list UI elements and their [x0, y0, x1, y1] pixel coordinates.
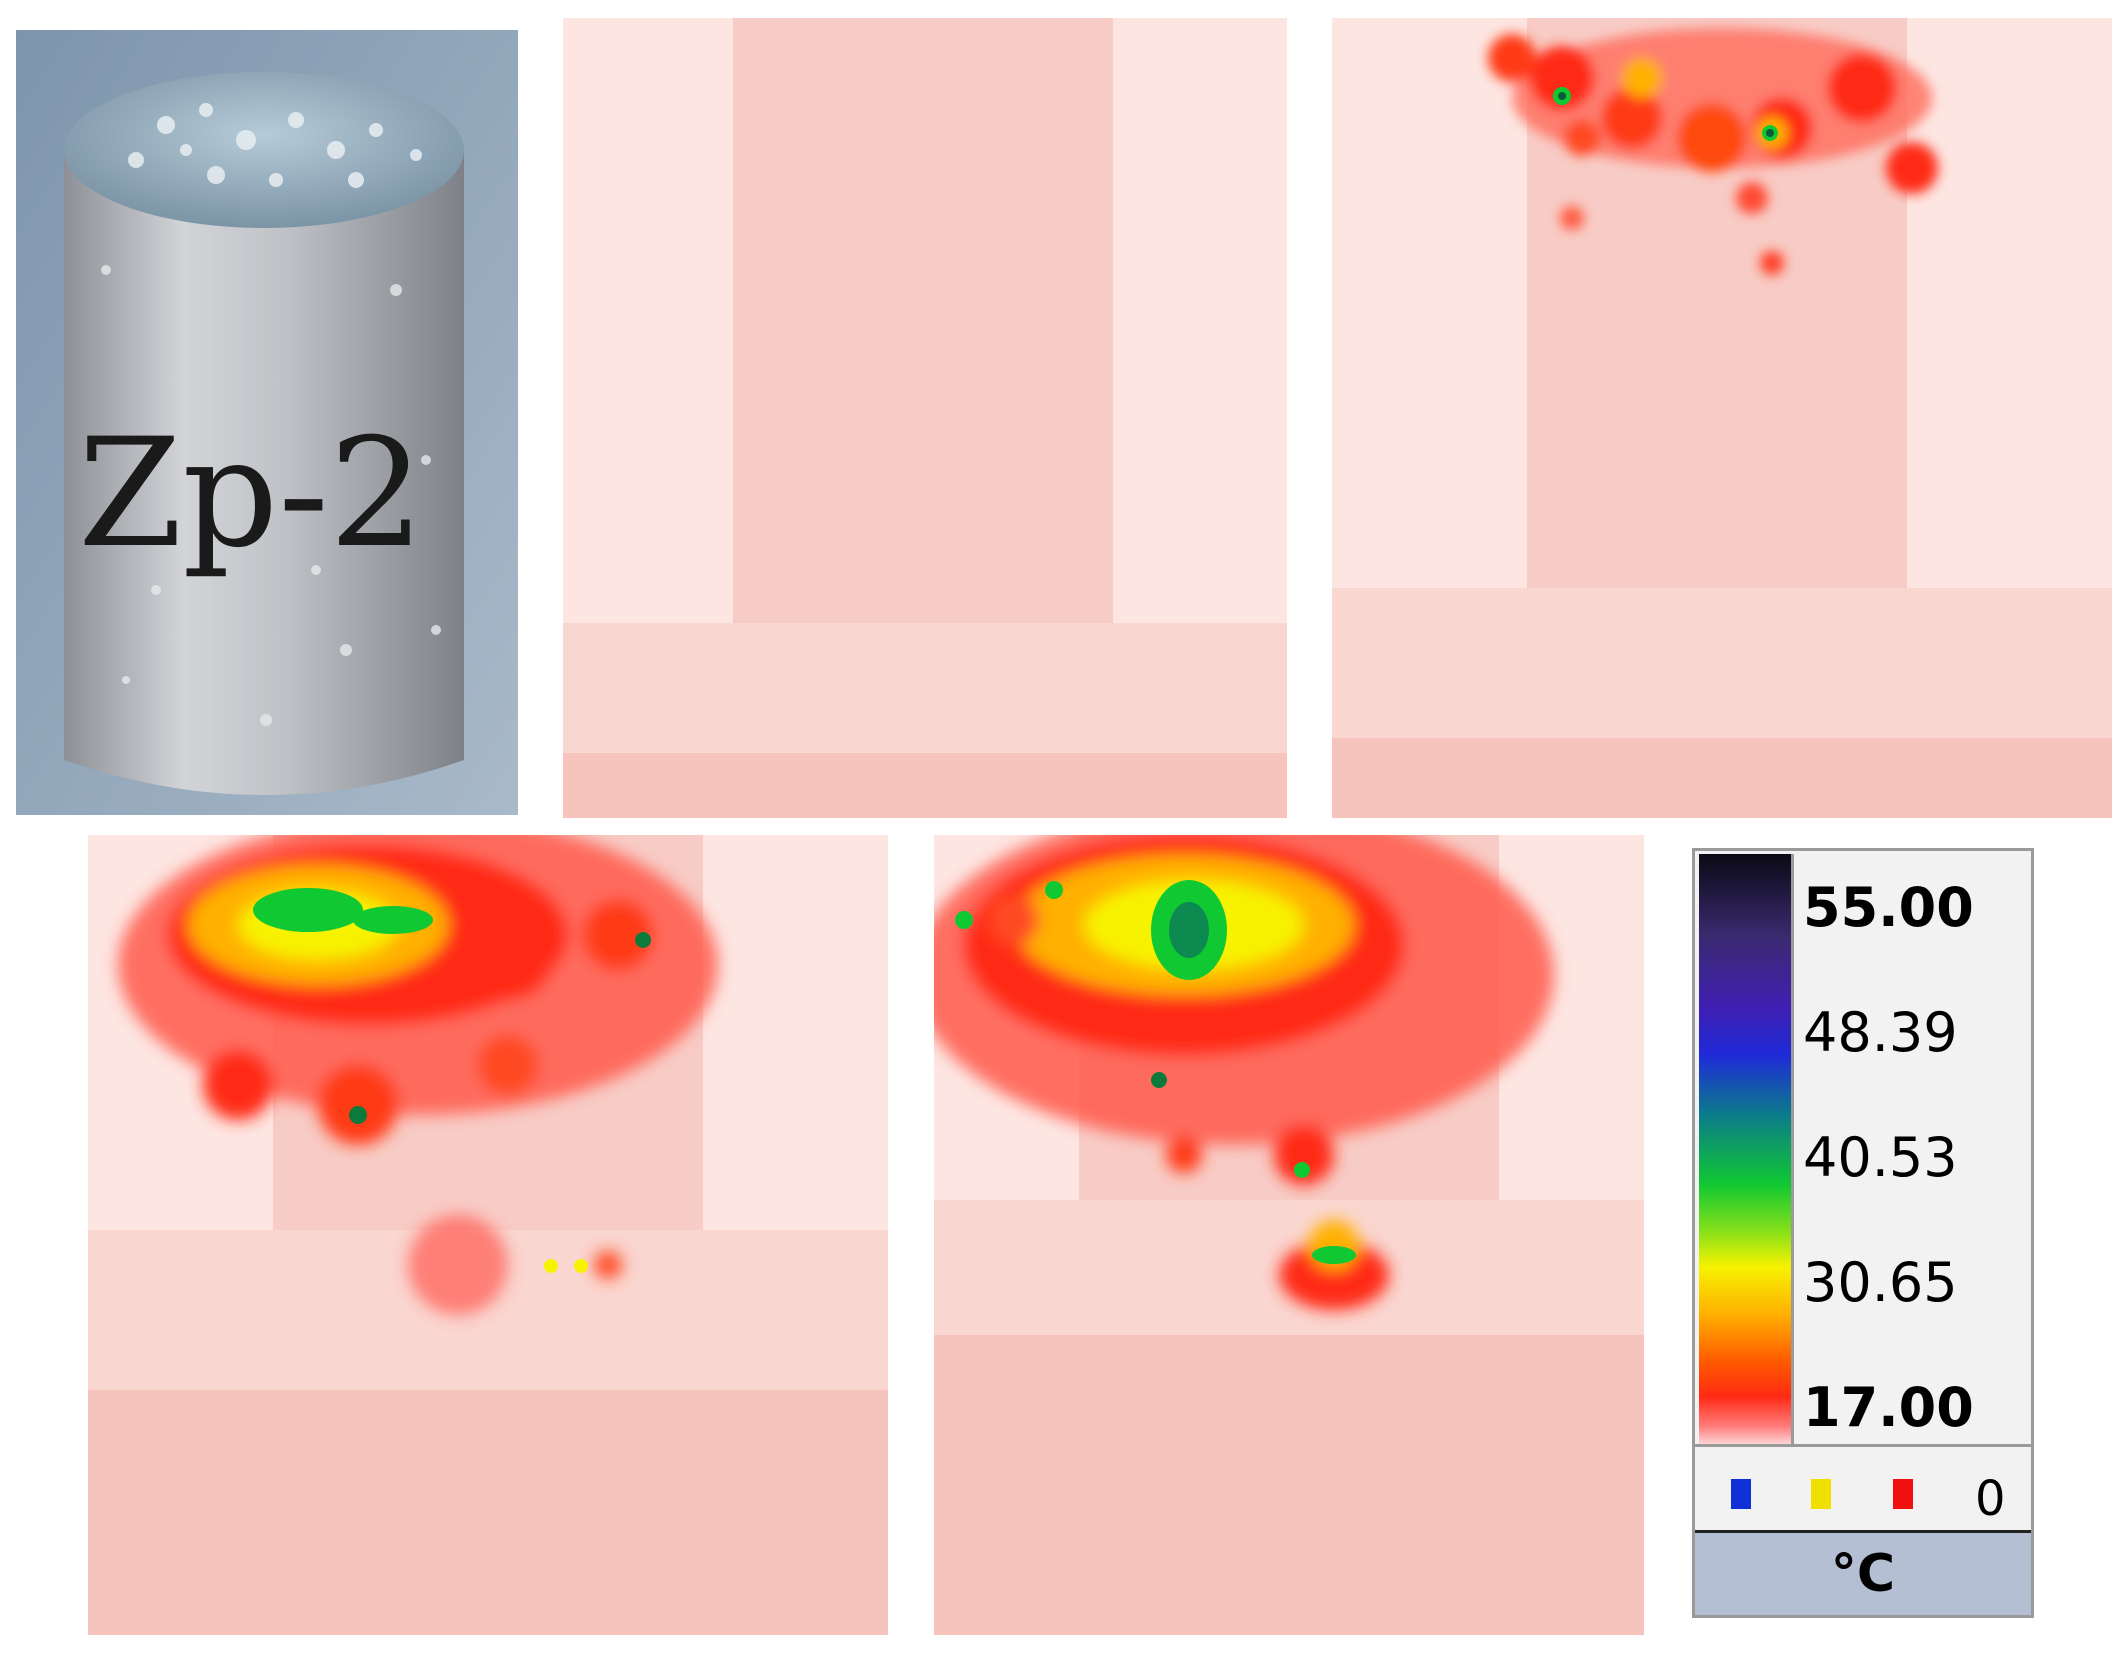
legend-tick: 30.65 — [1803, 1251, 1958, 1314]
unit-label: °C — [1830, 1544, 1896, 1604]
legend-divider — [1791, 854, 1794, 1444]
thermal-frame-3 — [88, 835, 888, 1635]
thermal-frame-1 — [563, 18, 1287, 818]
legend-tick: 40.53 — [1803, 1126, 1958, 1189]
legend-tick-max: 55.00 — [1803, 876, 1974, 939]
unit-box: °C — [1695, 1530, 2031, 1615]
legend-tick: 48.39 — [1803, 1001, 1958, 1064]
specimen-label: Zp-2 — [78, 407, 424, 581]
temperature-legend: 55.00 48.39 40.53 30.65 17.00 0 °C — [1692, 848, 2034, 1618]
yellow-marker-icon — [1811, 1479, 1831, 1509]
legend-separator — [1695, 1444, 2031, 1447]
blue-marker-icon — [1731, 1479, 1751, 1509]
specimen-photo: Zp-2 — [16, 30, 518, 815]
legend-tick-min: 17.00 — [1803, 1376, 1974, 1439]
thermal-frame-2 — [1332, 18, 2112, 818]
marker-count: 0 — [1975, 1471, 2006, 1527]
thermal-frame-4 — [934, 835, 1644, 1635]
color-scale-bar — [1699, 854, 1791, 1444]
red-marker-icon — [1893, 1479, 1913, 1509]
